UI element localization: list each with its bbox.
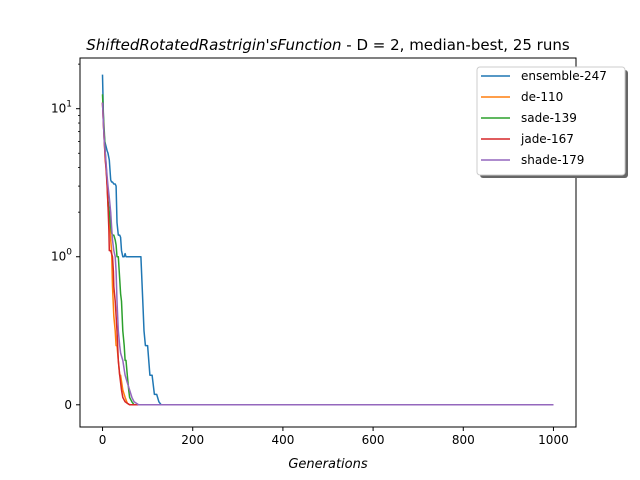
chart-title: ShiftedRotatedRastrigin'sFunction - D = … (86, 36, 570, 54)
y-tick-label: 100 (51, 248, 72, 264)
series-line-shade-179 (101, 102, 554, 406)
axes-frame (79, 57, 577, 428)
legend-label: sade-139 (521, 111, 577, 125)
legend-label: shade-179 (521, 153, 584, 167)
legend-label: ensemble-247 (521, 69, 607, 83)
series-line-ensemble-247 (101, 74, 554, 406)
y-axis-ticks: 0 100 101 (51, 63, 80, 412)
legend-label: de-110 (521, 90, 563, 104)
legend: ensemble-247 de-110 sade-139 jade-167 shade-… (476, 66, 628, 178)
y-tick-label: 0 (64, 398, 72, 412)
legend-box (476, 66, 626, 176)
x-tick-label: 400 (271, 433, 294, 447)
series-layer (101, 74, 554, 406)
legend-label: jade-167 (520, 132, 574, 146)
legend-entries: ensemble-247 de-110 sade-139 jade-167 shade-… (481, 69, 607, 167)
x-axis-ticks: 0 200 400 600 800 1000 (99, 427, 569, 447)
y-tick-label: 101 (51, 100, 72, 116)
x-tick-label: 600 (362, 433, 385, 447)
x-tick-label: 1000 (538, 433, 569, 447)
x-tick-label: 200 (181, 433, 204, 447)
x-tick-label: 800 (452, 433, 475, 447)
x-tick-label: 0 (99, 433, 107, 447)
x-axis-label: Generations (288, 457, 368, 472)
